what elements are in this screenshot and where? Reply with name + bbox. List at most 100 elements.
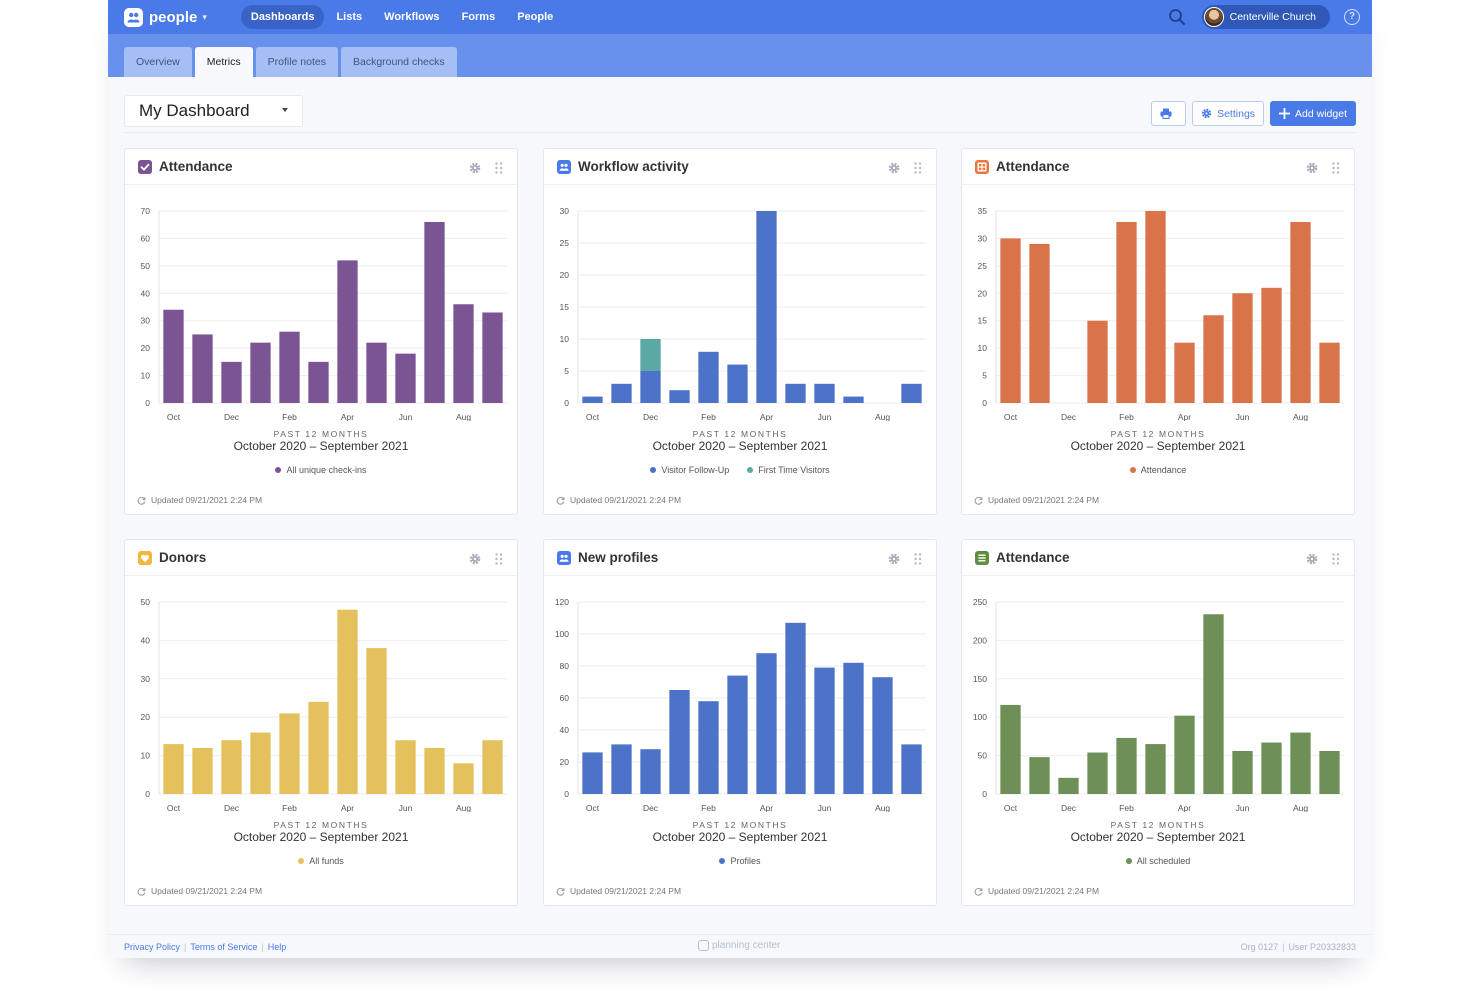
legend-item[interactable]: All unique check-ins [275, 465, 367, 475]
bar-aug[interactable] [453, 304, 474, 403]
bar-jan[interactable] [1087, 320, 1108, 403]
bar-mar[interactable] [727, 675, 748, 794]
dashboard-select[interactable]: My Dashboard [124, 95, 303, 127]
bar-feb[interactable] [279, 713, 300, 794]
bar-jul[interactable] [424, 747, 445, 794]
bar-may[interactable] [1203, 614, 1224, 794]
bar-feb[interactable] [698, 701, 719, 794]
bar-oct[interactable] [582, 752, 603, 794]
legend-item[interactable]: First Time Visitors [747, 465, 830, 475]
legend-item[interactable]: All funds [298, 856, 344, 866]
drag-handle-icon[interactable] [1332, 161, 1340, 179]
bar-mar[interactable] [1145, 211, 1166, 403]
bar-jul[interactable] [424, 221, 445, 403]
bar-oct[interactable] [163, 309, 184, 403]
bar-dec[interactable] [221, 361, 242, 403]
bar-apr[interactable] [756, 653, 777, 794]
legend-item[interactable]: Attendance [1129, 465, 1186, 475]
bar-jun[interactable] [395, 353, 416, 403]
help-link[interactable]: Help [267, 942, 287, 952]
bar-nov[interactable] [1029, 757, 1050, 794]
tab-background-checks[interactable]: Background checks [340, 47, 457, 77]
gear-icon[interactable] [469, 552, 481, 570]
bar-aug[interactable] [1290, 732, 1311, 794]
bar-may[interactable] [1203, 315, 1224, 403]
bar-oct[interactable] [1000, 238, 1021, 403]
nav-workflows[interactable]: Workflows [384, 11, 440, 23]
bar-dec[interactable] [221, 740, 242, 794]
bar-may[interactable] [366, 648, 387, 794]
bar-sep[interactable] [482, 740, 503, 794]
widget-header[interactable]: Donors [125, 540, 517, 576]
widget-header[interactable]: Workflow activity [544, 149, 936, 185]
bar-nov[interactable] [611, 744, 632, 794]
bar-aug[interactable] [453, 763, 474, 794]
privacy-policy-link[interactable]: Privacy Policy [124, 942, 181, 952]
drag-handle-icon[interactable] [1332, 552, 1340, 570]
gear-icon[interactable] [888, 161, 900, 179]
app-switcher[interactable]: people ▾ [124, 7, 207, 27]
bar-oct[interactable] [163, 744, 184, 794]
bar-jan[interactable] [250, 732, 271, 794]
bar-dec[interactable] [1058, 777, 1079, 794]
bar-sep[interactable] [482, 312, 503, 403]
widget-header[interactable]: Attendance [125, 149, 517, 185]
bar-jul[interactable] [1261, 287, 1282, 403]
bar-apr[interactable] [756, 211, 777, 403]
org-menu[interactable]: Centerville Church [1201, 5, 1330, 29]
bar-may[interactable] [366, 342, 387, 403]
settings-button[interactable]: Settings [1192, 101, 1265, 126]
bar-mar[interactable] [727, 364, 748, 403]
terms-of-service-link[interactable]: Terms of Service [190, 942, 258, 952]
bar-oct[interactable] [1000, 704, 1021, 794]
nav-dashboards[interactable]: Dashboards [240, 5, 325, 29]
bar-jun[interactable] [814, 383, 835, 403]
bar-may[interactable] [785, 622, 806, 794]
widget-header[interactable]: Attendance [962, 540, 1354, 576]
bar-dec[interactable] [640, 339, 661, 371]
bar-apr[interactable] [337, 609, 358, 794]
bar-jun[interactable] [395, 740, 416, 794]
bar-nov[interactable] [192, 334, 213, 403]
bar-feb[interactable] [1116, 737, 1137, 794]
bar-feb[interactable] [698, 351, 719, 403]
bar-jun[interactable] [1232, 293, 1253, 403]
legend-item[interactable]: All scheduled [1125, 856, 1190, 866]
drag-handle-icon[interactable] [914, 552, 922, 570]
tab-metrics[interactable]: Metrics [194, 47, 253, 77]
bar-oct[interactable] [582, 396, 603, 403]
nav-lists[interactable]: Lists [336, 11, 363, 23]
bar-jan[interactable] [1087, 752, 1108, 794]
drag-handle-icon[interactable] [495, 161, 503, 179]
nav-forms[interactable]: Forms [461, 11, 496, 23]
gear-icon[interactable] [888, 552, 900, 570]
bar-dec[interactable] [640, 749, 661, 794]
bar-sep[interactable] [901, 383, 922, 403]
bar-nov[interactable] [611, 383, 632, 403]
bar-nov[interactable] [192, 747, 213, 794]
bar-feb[interactable] [279, 331, 300, 403]
bar-apr[interactable] [1174, 715, 1195, 794]
bar-jan[interactable] [250, 342, 271, 403]
tab-overview[interactable]: Overview [124, 47, 192, 77]
bar-apr[interactable] [337, 260, 358, 403]
bar-dec[interactable] [640, 371, 661, 403]
gear-icon[interactable] [469, 161, 481, 179]
bar-jul[interactable] [843, 662, 864, 794]
bar-feb[interactable] [1116, 221, 1137, 403]
search-icon[interactable] [1168, 8, 1186, 26]
bar-apr[interactable] [1174, 342, 1195, 403]
gear-icon[interactable] [1306, 161, 1318, 179]
bar-jul[interactable] [843, 396, 864, 403]
bar-mar[interactable] [308, 701, 329, 794]
legend-item[interactable]: Visitor Follow-Up [650, 465, 729, 475]
drag-handle-icon[interactable] [495, 552, 503, 570]
bar-jun[interactable] [814, 667, 835, 794]
print-button[interactable] [1151, 101, 1187, 126]
bar-nov[interactable] [1029, 243, 1050, 403]
bar-jul[interactable] [1261, 742, 1282, 794]
bar-sep[interactable] [1319, 750, 1340, 794]
bar-may[interactable] [785, 383, 806, 403]
bar-aug[interactable] [872, 677, 893, 794]
bar-mar[interactable] [1145, 744, 1166, 794]
